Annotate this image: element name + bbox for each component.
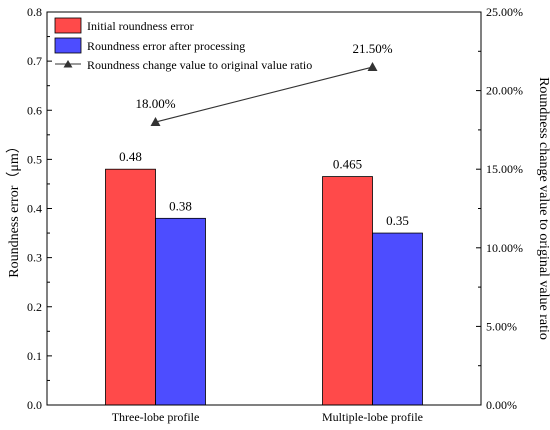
- legend-label-after: Roundness error after processing: [87, 39, 245, 53]
- ratio-point-triangle: [367, 62, 378, 72]
- bar-after-0: [155, 217, 206, 406]
- bars-layer: [105, 168, 423, 406]
- ratio-line: [155, 66, 373, 123]
- ratio-line-layer: [150, 62, 378, 127]
- legend-triangle-marker: [63, 60, 73, 68]
- left-tick-label: 0.5: [27, 152, 42, 166]
- right-y-axis: 0.00% 5.00% 10.00% 15.00% 20.00% 25.00%: [476, 5, 523, 412]
- ratio-point-triangle: [150, 117, 161, 127]
- left-tick-label: 0.4: [27, 202, 42, 216]
- bar-value-label: 0.38: [169, 198, 192, 213]
- right-tick-label: 0.00%: [486, 398, 517, 412]
- left-tick-label: 0.8: [27, 5, 42, 19]
- bar-initial-0: [105, 168, 156, 406]
- right-tick-label: 10.00%: [486, 241, 523, 255]
- left-tick-label: 0.1: [27, 349, 42, 363]
- right-tick-label: 5.00%: [486, 319, 517, 333]
- left-tick-label: 0.7: [27, 54, 42, 68]
- left-tick-label: 0.0: [27, 398, 42, 412]
- left-tick-label: 0.6: [27, 103, 42, 117]
- bar-value-label: 0.35: [386, 213, 409, 228]
- bar-value-label: 0.465: [333, 157, 362, 172]
- legend: Initial roundness error Roundness error …: [54, 17, 312, 72]
- legend-swatch-after: [54, 37, 82, 54]
- x-tick-label: Three-lobe profile: [112, 410, 200, 424]
- right-tick-label: 15.00%: [486, 162, 523, 176]
- x-axis: Three-lobe profile Multiple-lobe profile: [112, 400, 423, 424]
- legend-swatch-initial: [54, 17, 82, 34]
- left-axis-title: Roundness error（μm）: [6, 139, 22, 278]
- left-y-axis: 0.0 0.1 0.2 0.3 0.4 0.5 0.6 0.7 0.8: [27, 5, 52, 412]
- x-tick-label: Multiple-lobe profile: [322, 410, 423, 424]
- ratio-value-label: 21.50%: [352, 41, 392, 56]
- left-tick-label: 0.2: [27, 300, 42, 314]
- bar-initial-1: [322, 176, 373, 406]
- right-axis-title: Roundness change value to original value…: [536, 77, 550, 340]
- bar-after-1: [372, 232, 423, 406]
- right-tick-label: 25.00%: [486, 5, 523, 19]
- data-labels-layer: 0.48 0.465 0.38 0.35 18.00% 21.50%: [119, 41, 409, 228]
- left-tick-label: 0.3: [27, 251, 42, 265]
- legend-label-initial: Initial roundness error: [87, 19, 194, 33]
- legend-label-ratio: Roundness change value to original value…: [87, 58, 312, 72]
- ratio-value-label: 18.00%: [135, 96, 175, 111]
- right-tick-label: 20.00%: [486, 84, 523, 98]
- bar-value-label: 0.48: [119, 149, 142, 164]
